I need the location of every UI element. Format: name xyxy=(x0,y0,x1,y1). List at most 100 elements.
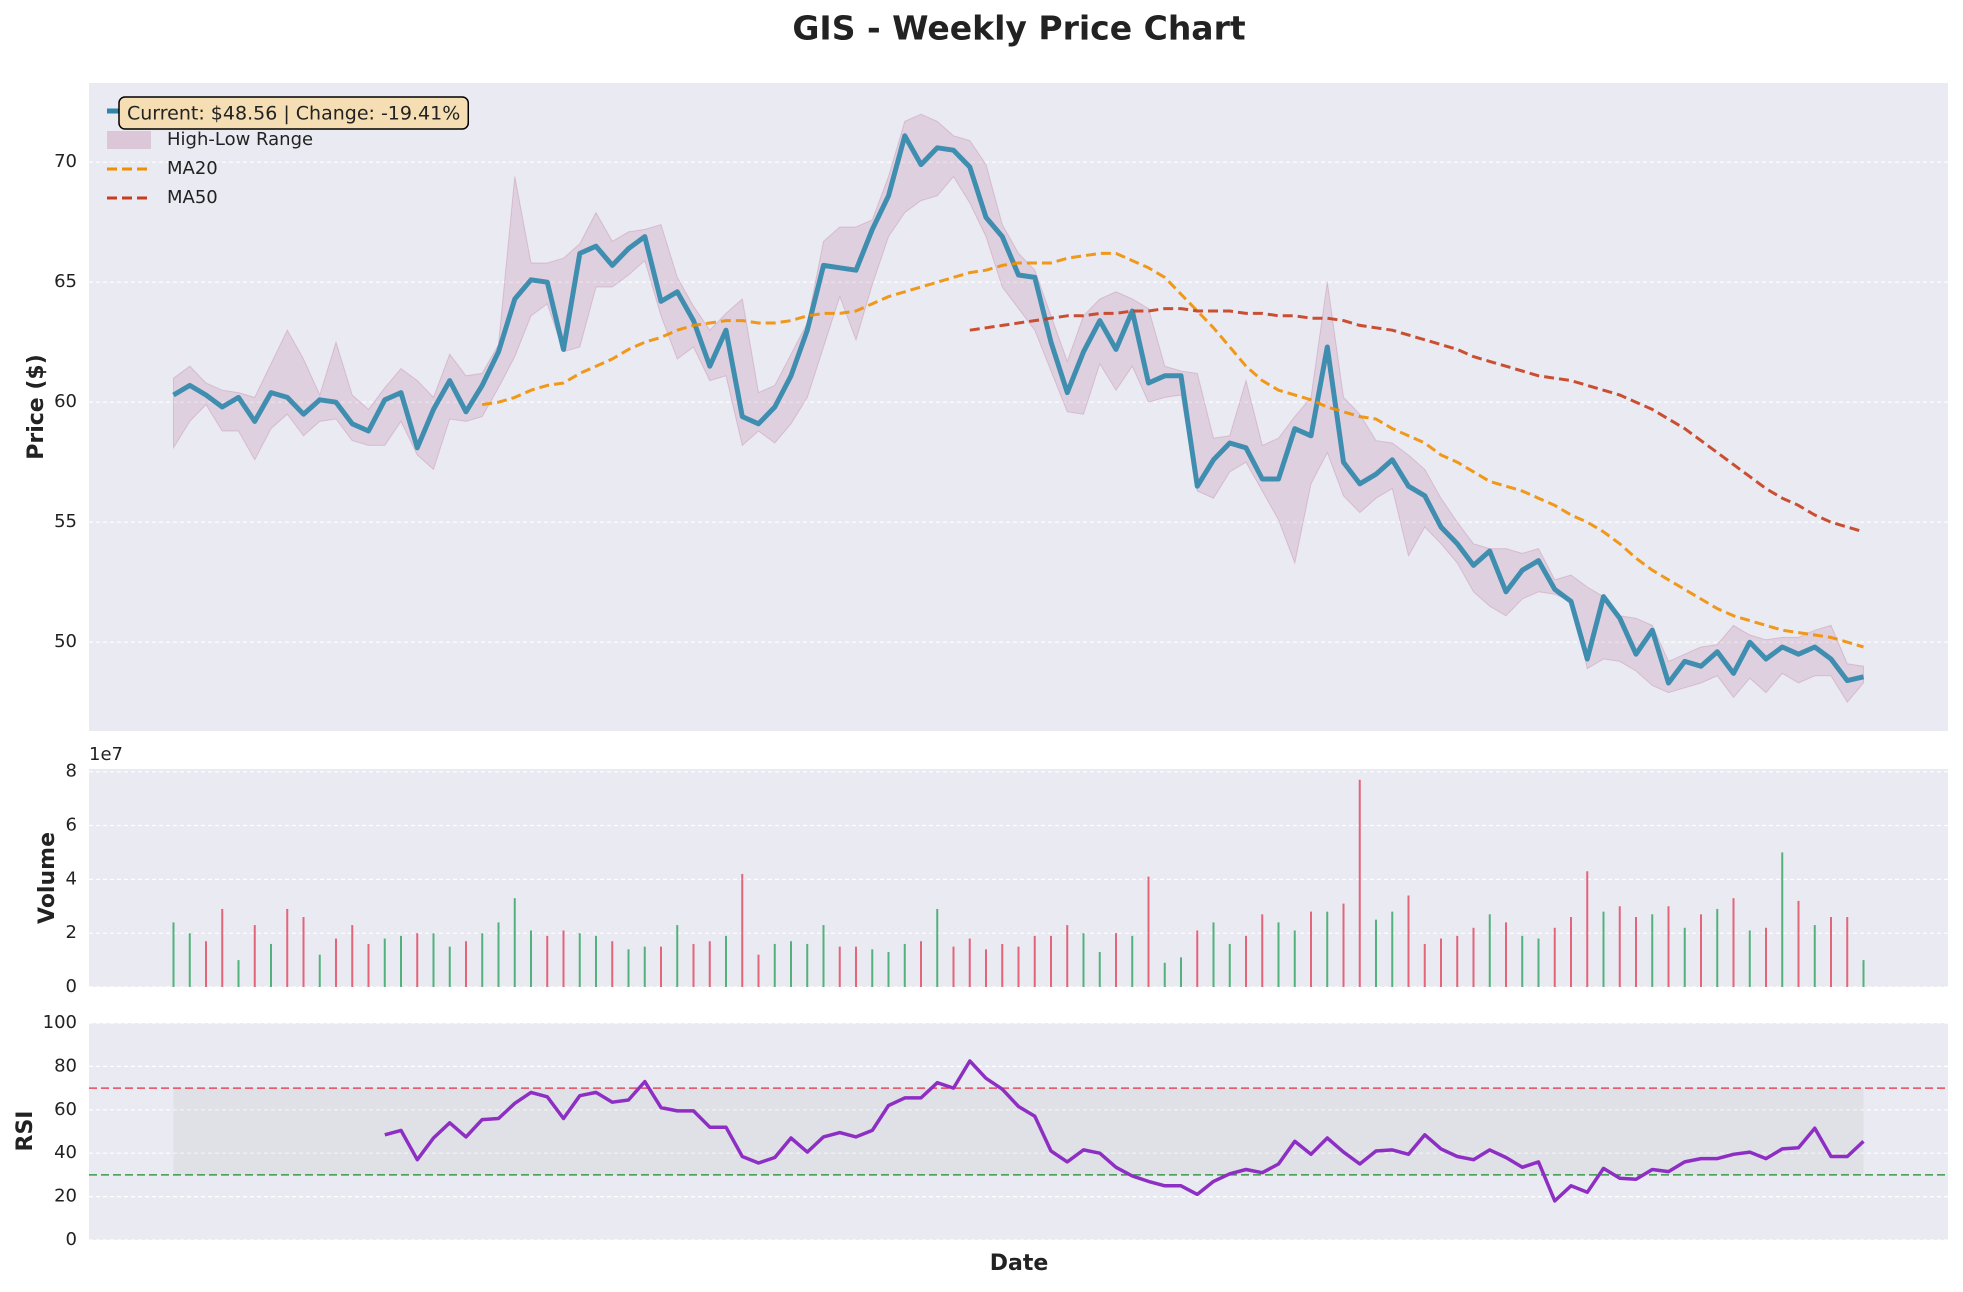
volume-bar xyxy=(1375,919,1377,987)
volume-bar xyxy=(1358,779,1361,987)
volume-bar xyxy=(773,943,776,987)
volume-bar xyxy=(1147,876,1150,987)
volume-bar xyxy=(757,954,760,987)
volume-bar xyxy=(741,873,744,987)
volume-bar xyxy=(1423,943,1426,987)
volume-bar xyxy=(1797,900,1800,987)
volume-bar xyxy=(1602,911,1605,987)
volume-bar xyxy=(302,917,305,987)
y-tick-label: 65 xyxy=(54,271,77,292)
volume-bar xyxy=(497,922,500,987)
volume-bar xyxy=(1553,927,1556,987)
volume-bar xyxy=(855,946,857,987)
volume-bar xyxy=(1618,906,1621,987)
y-axis-label: Price ($) xyxy=(24,354,49,460)
volume-bar xyxy=(1716,908,1719,987)
high-low-range xyxy=(173,113,1864,704)
neutral-band xyxy=(173,1088,1864,1175)
volume-bar xyxy=(1163,962,1166,987)
volume-bar xyxy=(1521,935,1524,987)
volume-bar xyxy=(205,941,207,987)
volume-bar xyxy=(270,943,272,987)
volume-bar xyxy=(968,938,971,987)
price-line xyxy=(172,133,1865,686)
volume-bar xyxy=(1732,898,1735,987)
y-tick-label: 6 xyxy=(66,815,77,836)
volume-bar xyxy=(1033,935,1036,987)
volume-bar xyxy=(822,925,825,987)
volume-bar xyxy=(1050,935,1052,987)
volume-bar xyxy=(367,943,370,987)
volume-bar xyxy=(253,925,256,987)
annotation-text: Current: $48.56 | Change: -19.41% xyxy=(127,103,460,125)
volume-bar xyxy=(530,930,532,987)
volume-bar xyxy=(838,946,841,987)
volume-bar xyxy=(676,925,679,987)
volume-bar xyxy=(708,941,711,987)
volume-bar xyxy=(1651,914,1654,987)
y-tick-label: 4 xyxy=(66,868,77,889)
legend-label: MA50 xyxy=(167,187,218,208)
y-tick-label: 8 xyxy=(66,761,77,782)
volume-bar xyxy=(806,943,809,987)
volume-bar xyxy=(1667,906,1670,987)
volume-bar xyxy=(1456,935,1459,987)
y-axis-label: RSI xyxy=(13,1111,38,1152)
y-tick-label: 50 xyxy=(54,631,77,652)
axis-offset-label: 1e7 xyxy=(89,744,123,765)
volume-bar xyxy=(985,949,987,987)
legend-label: High-Low Range xyxy=(167,129,313,150)
volume-bar xyxy=(318,954,321,987)
x-axis-label: Date xyxy=(990,1251,1049,1276)
y-tick-label: 2 xyxy=(66,922,77,943)
volume-bar xyxy=(692,943,695,987)
volume-bar xyxy=(448,946,451,987)
volume-bar xyxy=(1862,960,1865,987)
volume-bar xyxy=(465,941,467,987)
volume-bar xyxy=(903,943,906,987)
volume-bar xyxy=(1407,895,1410,987)
volume-bar xyxy=(1180,957,1182,987)
volume-bar xyxy=(1066,925,1069,987)
volume-bar xyxy=(1846,917,1849,987)
volume-bar xyxy=(1700,914,1702,987)
volume-bar xyxy=(335,938,337,987)
volume-bar xyxy=(351,925,354,987)
volume-bar xyxy=(432,933,435,987)
volume-bar xyxy=(1488,914,1491,987)
y-tick-label: 0 xyxy=(66,1229,77,1250)
volume-bar xyxy=(416,933,419,987)
volume-bar xyxy=(1098,952,1101,987)
volume-bar xyxy=(1683,927,1686,987)
volume-bar xyxy=(595,935,597,987)
volume-bar xyxy=(627,949,630,987)
volume-bar xyxy=(643,946,646,987)
volume-bar xyxy=(188,933,191,987)
annotation-box xyxy=(118,96,470,130)
y-tick-label: 70 xyxy=(54,151,77,172)
volume-bar xyxy=(871,949,874,987)
plot-area xyxy=(89,83,1948,731)
volume-bar xyxy=(1537,938,1540,987)
y-tick-label: 60 xyxy=(54,391,77,412)
volume-bar xyxy=(1196,930,1199,987)
volume-bar xyxy=(172,922,175,987)
moving-average-line xyxy=(481,251,1864,649)
chart-title: GIS - Weekly Price Chart xyxy=(792,9,1246,48)
annotation: Current: $48.56 | Change: -19.41% xyxy=(118,96,470,130)
y-tick-label: 60 xyxy=(54,1099,77,1120)
volume-bar xyxy=(1570,917,1572,987)
volume-bar xyxy=(1261,914,1264,987)
volume-bar xyxy=(920,941,922,987)
volume-bar xyxy=(1813,925,1816,987)
volume-bar xyxy=(562,930,565,987)
volume-bar xyxy=(1310,911,1312,987)
volume-bar xyxy=(1586,871,1589,987)
volume-bar xyxy=(1748,930,1751,987)
volume-bar xyxy=(286,908,289,987)
volume-bar xyxy=(936,908,939,987)
volume-bar xyxy=(952,946,955,987)
volume-bar xyxy=(1830,917,1832,987)
